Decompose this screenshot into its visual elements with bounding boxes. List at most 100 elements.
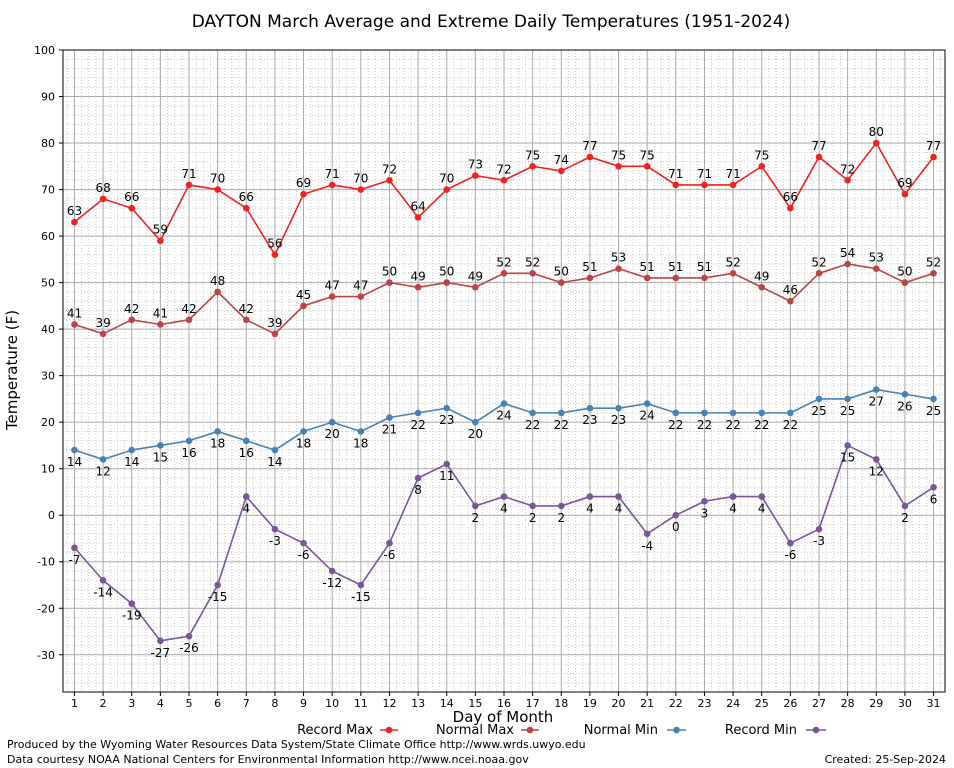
data-label: 24 [496,409,511,423]
data-point [844,442,851,449]
data-point [758,163,766,170]
data-point [815,270,823,277]
data-point [901,279,909,286]
data-point [815,153,823,161]
data-point [529,270,536,277]
data-label: 50 [554,265,569,279]
x-tick-label: 11 [354,697,368,710]
data-point [472,283,479,291]
data-point [300,428,307,435]
data-point [71,321,78,328]
data-point [414,409,422,417]
x-tick-label: 19 [583,697,597,710]
data-label: 53 [869,251,884,265]
series-normal-max: 41 39 42 41 42 48 42 39 45 47 47 50 49 50 49 52 52 50 51 53… [67,246,941,338]
data-point [328,181,336,189]
data-point [930,484,937,491]
data-point [99,456,107,463]
x-tick-label: 6 [214,697,221,710]
data-point [214,288,221,296]
x-tick-label: 1 [71,697,78,710]
legend-item: Record Max [297,723,398,738]
legend-label: Record Max [297,723,373,738]
data-label: 25 [811,404,826,418]
data-point [128,316,136,324]
data-label: 73 [468,158,483,172]
data-point [643,400,651,407]
data-label: -4 [641,539,653,553]
data-label: 70 [353,172,368,186]
series-record-min: -7 -14 -19 -27 -26 -15 4 -3 -6 -12 -15 -6 8 11 2 4 2 2 4 4 -… [68,442,937,660]
data-point [357,186,365,193]
data-label: 51 [697,260,712,274]
data-label: 3 [701,506,709,520]
x-tick-label: 23 [697,697,711,710]
data-label: 42 [239,302,254,316]
data-point [844,260,851,268]
data-point [815,525,823,533]
data-label: 50 [897,265,912,279]
data-point [242,316,250,324]
data-point [672,181,680,189]
data-label: 51 [582,260,597,274]
data-label: 23 [582,413,597,427]
data-point [586,153,594,161]
data-label: 52 [725,255,740,269]
data-label: 50 [382,265,397,279]
data-point [443,404,451,412]
data-label: 4 [242,502,250,516]
data-label: 42 [181,302,196,316]
data-label: 41 [67,306,82,320]
data-label: -6 [784,548,796,562]
data-label: 16 [181,446,196,460]
data-label: 4 [729,502,737,516]
data-label: 26 [897,399,912,413]
data-point [787,297,794,305]
data-label: 2 [529,511,537,525]
data-point [328,293,336,300]
footer-created-date: Created: 25-Sep-2024 [824,753,946,766]
data-point [872,139,880,147]
data-point [300,190,307,198]
data-label: 51 [668,260,683,274]
data-label: 75 [525,148,540,162]
data-label: 50 [439,265,454,279]
x-tick-label: 7 [243,697,250,710]
data-label: -6 [298,548,310,562]
data-point [214,428,221,435]
data-point [872,456,880,463]
data-label: -3 [269,534,281,548]
data-label: -12 [322,576,342,590]
data-label: 2 [901,511,909,525]
data-label: 71 [697,167,712,181]
data-point [242,493,250,500]
x-tick-label: 17 [526,697,540,710]
data-point [472,502,479,510]
data-point [386,539,393,547]
data-point [500,493,508,500]
data-label: 4 [758,502,766,516]
series-record-max: 63 68 66 59 71 70 66 56 69 71 70 72 64 70 73 72 75 74 77 75… [67,125,941,258]
data-point [844,176,851,184]
data-label: 0 [672,520,680,534]
data-point [386,176,393,184]
x-tick-label: 22 [669,697,683,710]
data-point [185,181,193,189]
data-point [729,493,737,500]
data-point [185,632,193,640]
footer-produced-by: Produced by the Wyoming Water Resources … [7,738,586,751]
data-label: 27 [869,395,884,409]
x-tick-label: 12 [382,697,396,710]
data-point [643,530,651,538]
data-label: 25 [926,404,941,418]
data-label: 70 [439,172,454,186]
data-point [901,390,909,398]
data-label: 53 [611,251,626,265]
data-point [557,279,565,286]
data-point [586,274,594,282]
data-label: 48 [210,274,225,288]
data-point [157,321,164,328]
data-label: 56 [267,237,282,251]
